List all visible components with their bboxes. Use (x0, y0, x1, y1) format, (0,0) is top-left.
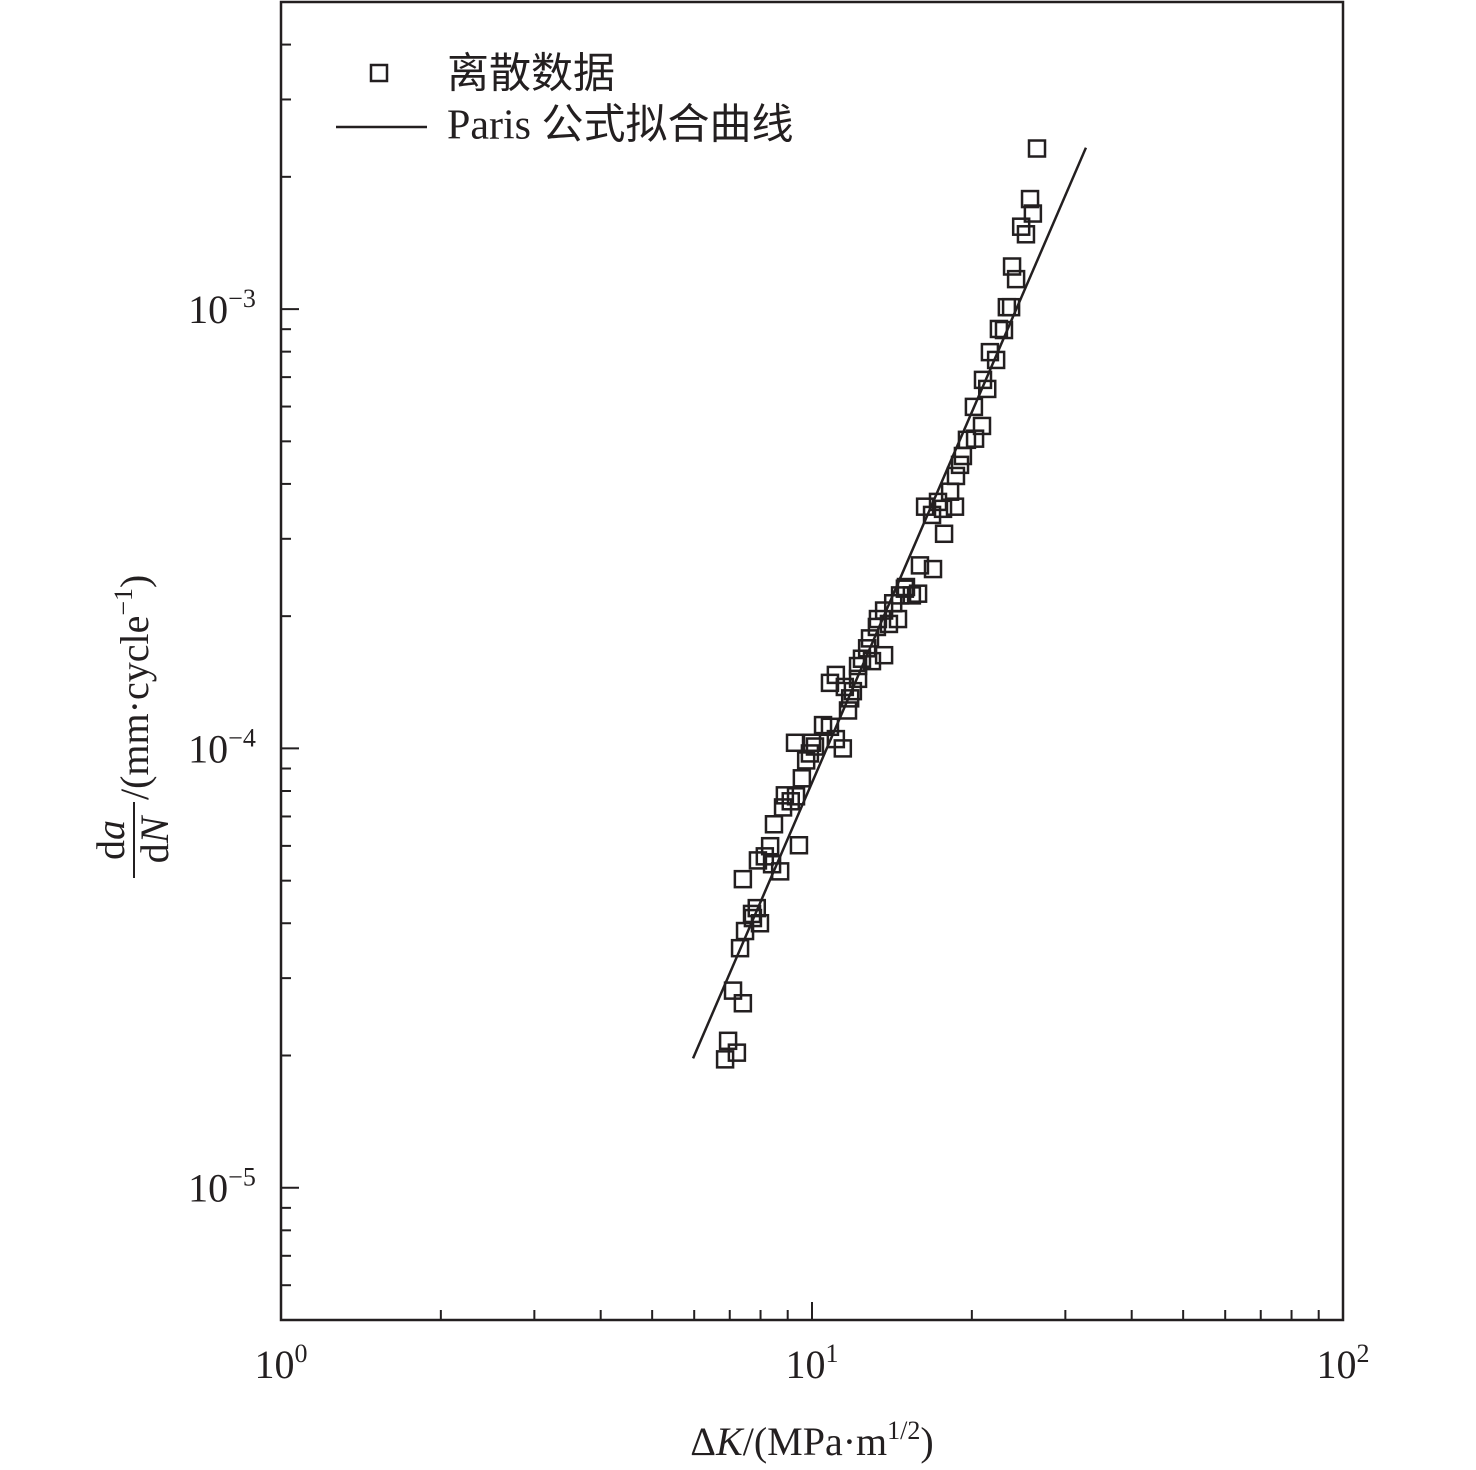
x-tick-exp: 0 (295, 1339, 308, 1368)
x-title-close: ) (920, 1419, 933, 1464)
x-tick-base: 10 (255, 1342, 295, 1387)
y-den-var: N (132, 814, 177, 844)
y-tick-exp: −3 (228, 284, 256, 313)
y-title-numerator: da (88, 820, 133, 860)
y-tick-label: 10−5 (188, 1163, 256, 1211)
data-point (1001, 297, 1021, 317)
data-point (833, 739, 853, 758)
data-point (997, 297, 1017, 317)
data-point (1006, 269, 1026, 289)
y-tick-base: 10 (188, 726, 228, 771)
y-tick-base: 10 (188, 1166, 228, 1211)
data-point (910, 556, 930, 575)
data-point (843, 681, 863, 701)
data-point (781, 792, 801, 811)
y-title-unit: /(mm·cycle−1) (109, 575, 157, 800)
y-num-var: a (88, 820, 133, 840)
data-point (733, 869, 753, 889)
x-tick-label: 101 (786, 1339, 839, 1387)
data-point (896, 577, 916, 597)
data-point (888, 609, 908, 629)
data-point (802, 733, 822, 753)
y-tick-label: 10−4 (188, 723, 256, 771)
x-tick-base: 10 (1317, 1342, 1357, 1387)
data-point (805, 737, 825, 756)
x-tick-label: 100 (255, 1339, 308, 1387)
x-tick-exp: 1 (826, 1339, 839, 1368)
y-tick-labels: 10−510−410−3 (188, 284, 256, 1211)
data-point (789, 835, 809, 855)
data-point (940, 482, 960, 501)
data-point (964, 397, 984, 417)
data-point (923, 559, 943, 579)
data-point (934, 524, 954, 544)
y-unit: /(mm·cycle (112, 616, 157, 800)
y-axis-title: da dN /(mm·cycle−1) (88, 575, 177, 878)
x-title-unit: /(MPa·m (743, 1419, 887, 1464)
data-point (764, 815, 784, 834)
data-point (922, 505, 942, 525)
legend-label-scatter: 离散数据 (447, 51, 615, 98)
data-points (715, 139, 1047, 1069)
y-sup: −1 (109, 588, 138, 616)
x-tick-exp: 2 (1357, 1339, 1370, 1368)
data-point (820, 717, 840, 737)
x-tick-label: 102 (1317, 1339, 1370, 1387)
axis-ticks (281, 43, 1320, 1320)
data-point (1023, 204, 1043, 223)
data-point (986, 350, 1006, 370)
data-point (727, 1043, 747, 1062)
legend: 离散数据 Paris 公式拟合曲线 (336, 51, 794, 149)
data-point (733, 993, 753, 1013)
y-close: ) (112, 575, 157, 588)
data-point (760, 836, 780, 856)
y-num-d: d (88, 840, 133, 860)
data-point (972, 416, 992, 436)
y-den-d: d (132, 843, 177, 863)
legend-label-fit: Paris 公式拟合曲线 (447, 103, 794, 149)
y-tick-exp: −4 (228, 723, 256, 752)
y-tick-base: 10 (188, 287, 228, 332)
data-point (723, 981, 743, 1000)
data-point (742, 904, 762, 924)
data-point (946, 466, 966, 486)
plot-frame (279, 0, 1345, 1322)
x-title-prefix: Δ (690, 1419, 716, 1464)
data-point (838, 701, 858, 720)
data-point (1016, 225, 1036, 244)
y-tick-label: 10−3 (188, 284, 256, 332)
x-axis-title: ΔK/(MPa·m1/2) (690, 1416, 933, 1464)
data-point (1002, 257, 1022, 276)
data-point (862, 651, 882, 671)
data-point (1027, 139, 1047, 158)
data-point (792, 769, 812, 788)
data-point (785, 733, 805, 753)
data-point (852, 649, 872, 668)
data-point (786, 787, 806, 806)
data-point (1020, 189, 1040, 209)
data-point (770, 862, 790, 881)
data-point (945, 497, 965, 516)
x-title-sup: 1/2 (887, 1416, 920, 1445)
data-point (977, 379, 997, 399)
data-point (715, 1050, 735, 1069)
data-point (848, 669, 868, 689)
x-tick-base: 10 (786, 1342, 826, 1387)
data-point (775, 786, 795, 805)
legend-marker-square (369, 63, 389, 83)
y-title-denominator: dN (132, 814, 177, 863)
y-tick-exp: −5 (228, 1163, 256, 1192)
data-point (747, 898, 767, 918)
x-title-var: K (715, 1419, 745, 1464)
data-point (874, 645, 894, 665)
data-point (994, 320, 1014, 340)
x-tick-labels: 100 101 102 (255, 1339, 1370, 1387)
data-point (908, 584, 928, 603)
